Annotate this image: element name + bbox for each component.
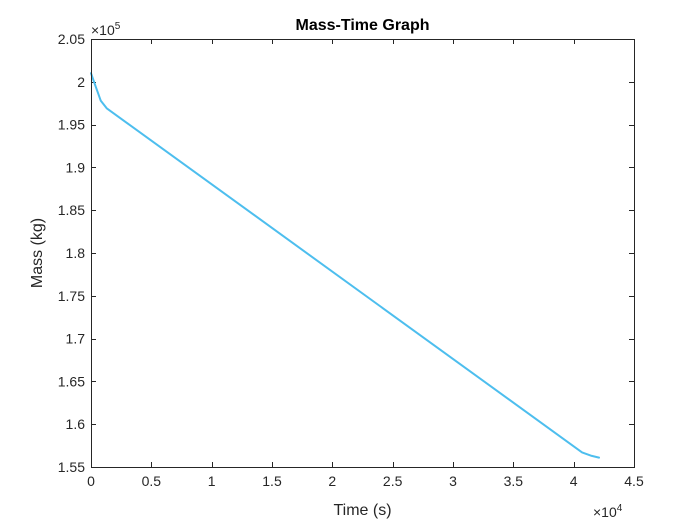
y-tick-label: 1.65 bbox=[58, 373, 85, 389]
y-tick-label: 1.8 bbox=[66, 245, 86, 261]
series-line bbox=[90, 72, 600, 459]
y-tick-label: 2 bbox=[77, 74, 85, 90]
x-axis-label: Time (s) bbox=[333, 502, 391, 519]
x-tick-label: 2 bbox=[328, 473, 336, 489]
y-tick-label: 2.05 bbox=[58, 31, 85, 47]
x-multiplier-exponent: 4 bbox=[617, 503, 623, 514]
x-multiplier-base: ×10 bbox=[593, 504, 617, 520]
x-tick-label: 3.5 bbox=[504, 473, 524, 489]
y-multiplier-base: ×10 bbox=[91, 22, 115, 38]
x-axis-multiplier: ×104 bbox=[593, 503, 623, 520]
x-tick-label: 3 bbox=[449, 473, 457, 489]
y-tick-label: 1.9 bbox=[66, 159, 86, 175]
y-tick-label: 1.85 bbox=[58, 202, 85, 218]
chart-title: Mass-Time Graph bbox=[296, 17, 430, 34]
y-tick-label: 1.55 bbox=[58, 459, 85, 475]
x-tick-label: 1 bbox=[208, 473, 216, 489]
x-tick-label: 4.5 bbox=[624, 473, 644, 489]
plot-border bbox=[91, 39, 635, 468]
x-tick-label: 0.5 bbox=[142, 473, 162, 489]
y-axis-multiplier: ×105 bbox=[91, 21, 121, 38]
x-tick-label: 4 bbox=[570, 473, 578, 489]
y-tick-label: 1.95 bbox=[58, 117, 85, 133]
y-multiplier-exponent: 5 bbox=[115, 21, 121, 32]
y-tick-label: 1.75 bbox=[58, 288, 85, 304]
y-axis-ticks: 1.55 1.6 1.65 1.7 1.75 1.8 1.85 1.9 1.95 2 2.05 bbox=[58, 31, 634, 475]
y-tick-label: 1.7 bbox=[66, 331, 86, 347]
x-tick-label: 2.5 bbox=[383, 473, 403, 489]
y-tick-label: 1.6 bbox=[66, 416, 86, 432]
series-layer bbox=[90, 72, 600, 459]
y-axis-label: Mass (kg) bbox=[29, 218, 46, 288]
x-tick-label: 1.5 bbox=[262, 473, 282, 489]
plot-area bbox=[91, 39, 634, 467]
x-tick-label: 0 bbox=[87, 473, 95, 489]
